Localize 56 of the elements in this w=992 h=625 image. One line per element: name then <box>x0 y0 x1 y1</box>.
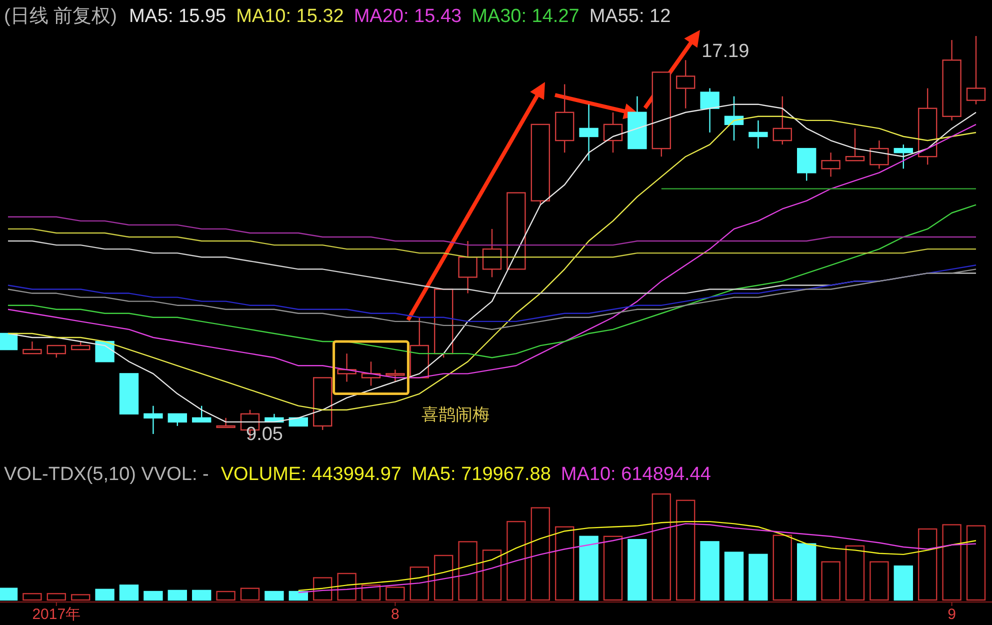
chart-title: VOL-TDX(5,10) VVOL: - <box>4 464 209 485</box>
bar <box>192 590 212 601</box>
legend: MA10: 15.32 <box>236 6 344 27</box>
bar <box>216 590 236 601</box>
legend: MA20: 15.43 <box>354 6 462 27</box>
bar <box>748 554 768 601</box>
bar <box>628 538 647 601</box>
bar <box>652 493 671 601</box>
bar <box>95 588 114 601</box>
bar <box>22 593 42 601</box>
legend: MA5: 719967.88 <box>411 464 551 485</box>
bar <box>772 534 792 601</box>
bar <box>410 566 429 601</box>
legend: MA5: 15.95 <box>128 6 226 27</box>
bar <box>144 590 163 601</box>
bar <box>46 593 66 601</box>
bar <box>0 588 18 601</box>
bar <box>555 526 574 601</box>
bar <box>168 590 187 601</box>
bar <box>482 550 502 601</box>
bar <box>361 584 381 601</box>
x-tick-label: 8 <box>391 606 400 623</box>
annotation: 9.05 <box>246 424 283 445</box>
bar <box>821 561 840 601</box>
bar <box>264 590 284 601</box>
bar <box>337 572 356 601</box>
bar <box>530 507 550 601</box>
bar <box>966 525 986 601</box>
bar <box>288 590 308 601</box>
bar <box>845 545 865 601</box>
x-tick-label: 9 <box>948 606 956 623</box>
annotation: 17.19 <box>702 41 750 62</box>
bar <box>870 561 889 601</box>
bar <box>506 520 526 601</box>
bar <box>700 541 720 601</box>
bar <box>603 536 623 601</box>
bar <box>458 541 478 601</box>
bar <box>579 536 598 601</box>
bar <box>676 500 696 601</box>
legend: MA30: 14.27 <box>472 6 580 27</box>
x-tick-label: 2017年 <box>32 606 81 623</box>
bar <box>724 552 744 601</box>
text: VOLUME: 443994.97 <box>220 464 402 485</box>
bar <box>386 586 405 601</box>
bar <box>71 594 90 601</box>
bar <box>942 524 962 601</box>
bar <box>797 543 816 601</box>
legend: MA55: 12 <box>589 6 671 27</box>
bar <box>894 565 913 601</box>
bar <box>918 528 938 601</box>
bar <box>119 584 139 601</box>
chart-title: (日线 前复权) <box>4 6 117 27</box>
annotation: 喜鹊闹梅 <box>421 405 490 424</box>
bar <box>240 588 260 601</box>
bar <box>434 554 454 601</box>
legend: MA10: 614894.44 <box>560 464 711 485</box>
